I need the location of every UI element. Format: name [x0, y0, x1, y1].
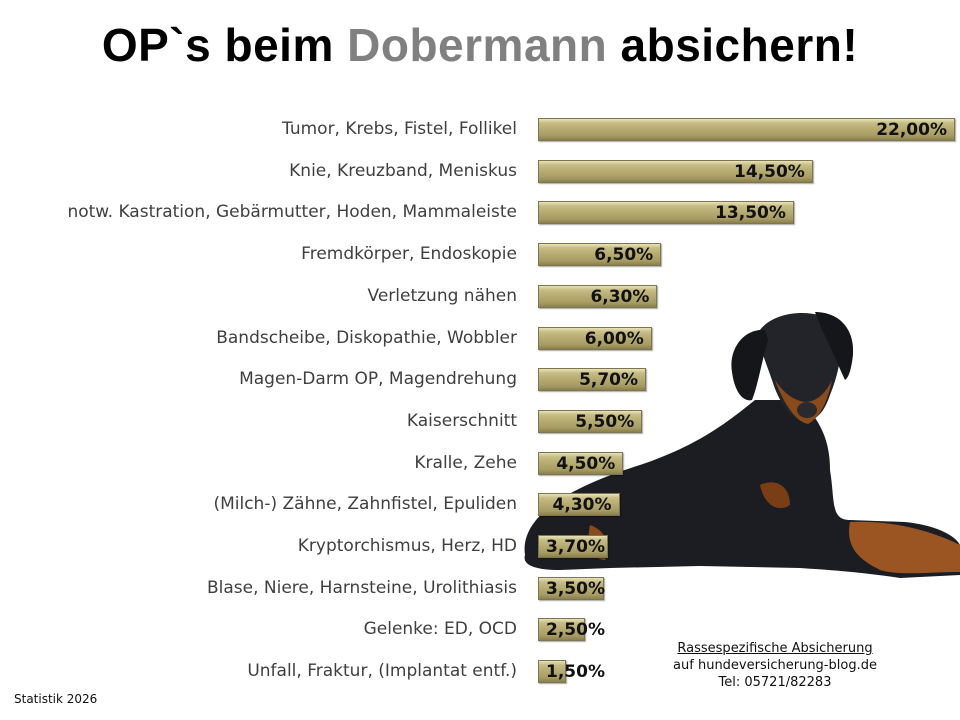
dog-ear-left: [731, 329, 768, 401]
dog-head: [759, 312, 841, 422]
dog-ear-right: [815, 312, 854, 380]
bar: [538, 368, 647, 392]
page-title: OP`s beim Dobermann absichern!: [0, 18, 960, 72]
data-label: 1,50%: [546, 662, 605, 683]
data-label: 4,50%: [556, 453, 616, 474]
footer-phone: Tel: 05721/82283: [718, 675, 832, 690]
category-label: Unfall, Fraktur, (Implantat entf.): [247, 661, 517, 682]
title-accent: Dobermann: [347, 19, 608, 71]
category-label: Fremdkörper, Endoskopie: [301, 244, 517, 265]
category-label: Kryptorchismus, Herz, HD: [297, 536, 517, 556]
bar: [538, 576, 605, 600]
bar: [538, 618, 586, 642]
category-label: Magen-Darm OP, Magendrehung: [239, 369, 517, 390]
category-label: Verletzung nähen: [367, 285, 517, 306]
bar: [538, 201, 794, 225]
category-label: Blase, Niere, Harnsteine, Urolithiasis: [206, 577, 517, 598]
data-label: 4,30%: [552, 495, 612, 516]
footer-contact: Rassespezifische Absicherung auf hundeve…: [600, 640, 950, 691]
bar: [538, 409, 643, 433]
data-label: 2,50%: [546, 620, 605, 641]
statistik-note: Statistik 2026: [14, 692, 98, 706]
footer-website: auf hundeversicherung-blog.de: [673, 658, 877, 673]
data-label: 13,50%: [715, 203, 786, 224]
title-part2: absichern!: [607, 19, 859, 71]
data-label: 3,70%: [546, 537, 605, 557]
title-part1: OP`s beim: [101, 19, 348, 71]
dog-leg-tan: [849, 521, 960, 574]
bar: [538, 243, 662, 267]
dog-muzzle-tan: [775, 380, 832, 424]
data-label: 6,50%: [594, 245, 654, 266]
bar: [538, 159, 813, 183]
category-label: (Milch-) Zähne, Zahnfistel, Epuliden: [213, 494, 517, 515]
footer-headline-link[interactable]: Rassespezifische Absicherung: [677, 641, 873, 656]
data-label: 6,00%: [584, 328, 644, 349]
category-label: Kralle, Zehe: [414, 452, 517, 473]
category-label: notw. Kastration, Gebärmutter, Hoden, Ma…: [67, 202, 517, 223]
bar: [538, 493, 620, 517]
category-label: Kaiserschnitt: [406, 410, 517, 431]
data-label: 6,30%: [590, 286, 650, 307]
category-label: Tumor, Krebs, Fistel, Follikel: [282, 119, 517, 139]
data-label: 22,00%: [876, 120, 947, 140]
bar: [538, 535, 609, 558]
bar: [538, 118, 955, 141]
category-label: Gelenke: ED, OCD: [363, 619, 517, 640]
data-label: 3,50%: [546, 578, 605, 599]
bar: [538, 284, 658, 308]
data-label: 14,50%: [734, 161, 805, 182]
bar: [538, 660, 567, 684]
bar: [538, 326, 652, 350]
dog-chest-tan: [760, 482, 790, 509]
data-label: 5,50%: [575, 411, 635, 432]
category-label: Knie, Kreuzband, Meniskus: [289, 160, 517, 181]
data-label: 5,70%: [579, 370, 639, 391]
bar: [538, 451, 624, 475]
category-label: Bandscheibe, Diskopathie, Wobbler: [216, 327, 517, 348]
